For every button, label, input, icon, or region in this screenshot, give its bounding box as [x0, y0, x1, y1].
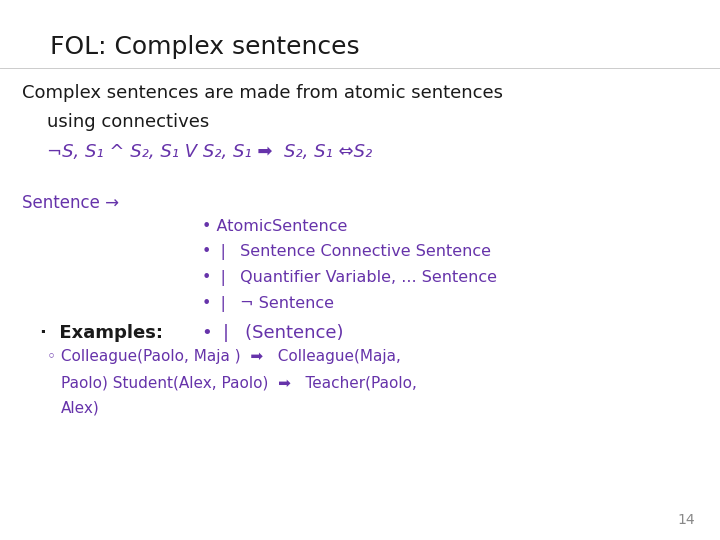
Text: FOL: Complex sentences: FOL: Complex sentences — [50, 35, 360, 59]
Text: ¬S, S₁ ^ S₂, S₁ V S₂, S₁ ➡  S₂, S₁ ⇔S₂: ¬S, S₁ ^ S₂, S₁ V S₂, S₁ ➡ S₂, S₁ ⇔S₂ — [47, 143, 372, 161]
Text: ·  Examples:: · Examples: — [40, 324, 163, 342]
Text: Alex): Alex) — [61, 401, 100, 416]
Text: • ❘  (Sentence): • ❘ (Sentence) — [202, 324, 343, 342]
Text: Sentence →: Sentence → — [22, 194, 119, 212]
Text: ◦ Colleague(Paolo, Maja )  ➡   Colleague(Maja,: ◦ Colleague(Paolo, Maja ) ➡ Colleague(Ma… — [47, 349, 400, 364]
Text: • AtomicSentence: • AtomicSentence — [202, 219, 347, 234]
Text: Complex sentences are made from atomic sentences: Complex sentences are made from atomic s… — [22, 84, 503, 102]
Text: using connectives: using connectives — [47, 113, 209, 131]
Text: • ❘  Quantifier Variable, ... Sentence: • ❘ Quantifier Variable, ... Sentence — [202, 270, 497, 286]
Text: 14: 14 — [678, 512, 695, 526]
Text: • ❘  Sentence Connective Sentence: • ❘ Sentence Connective Sentence — [202, 244, 490, 260]
Text: Paolo) Student(Alex, Paolo)  ➡   Teacher(Paolo,: Paolo) Student(Alex, Paolo) ➡ Teacher(Pa… — [61, 375, 417, 390]
Text: • ❘  ¬ Sentence: • ❘ ¬ Sentence — [202, 296, 333, 312]
